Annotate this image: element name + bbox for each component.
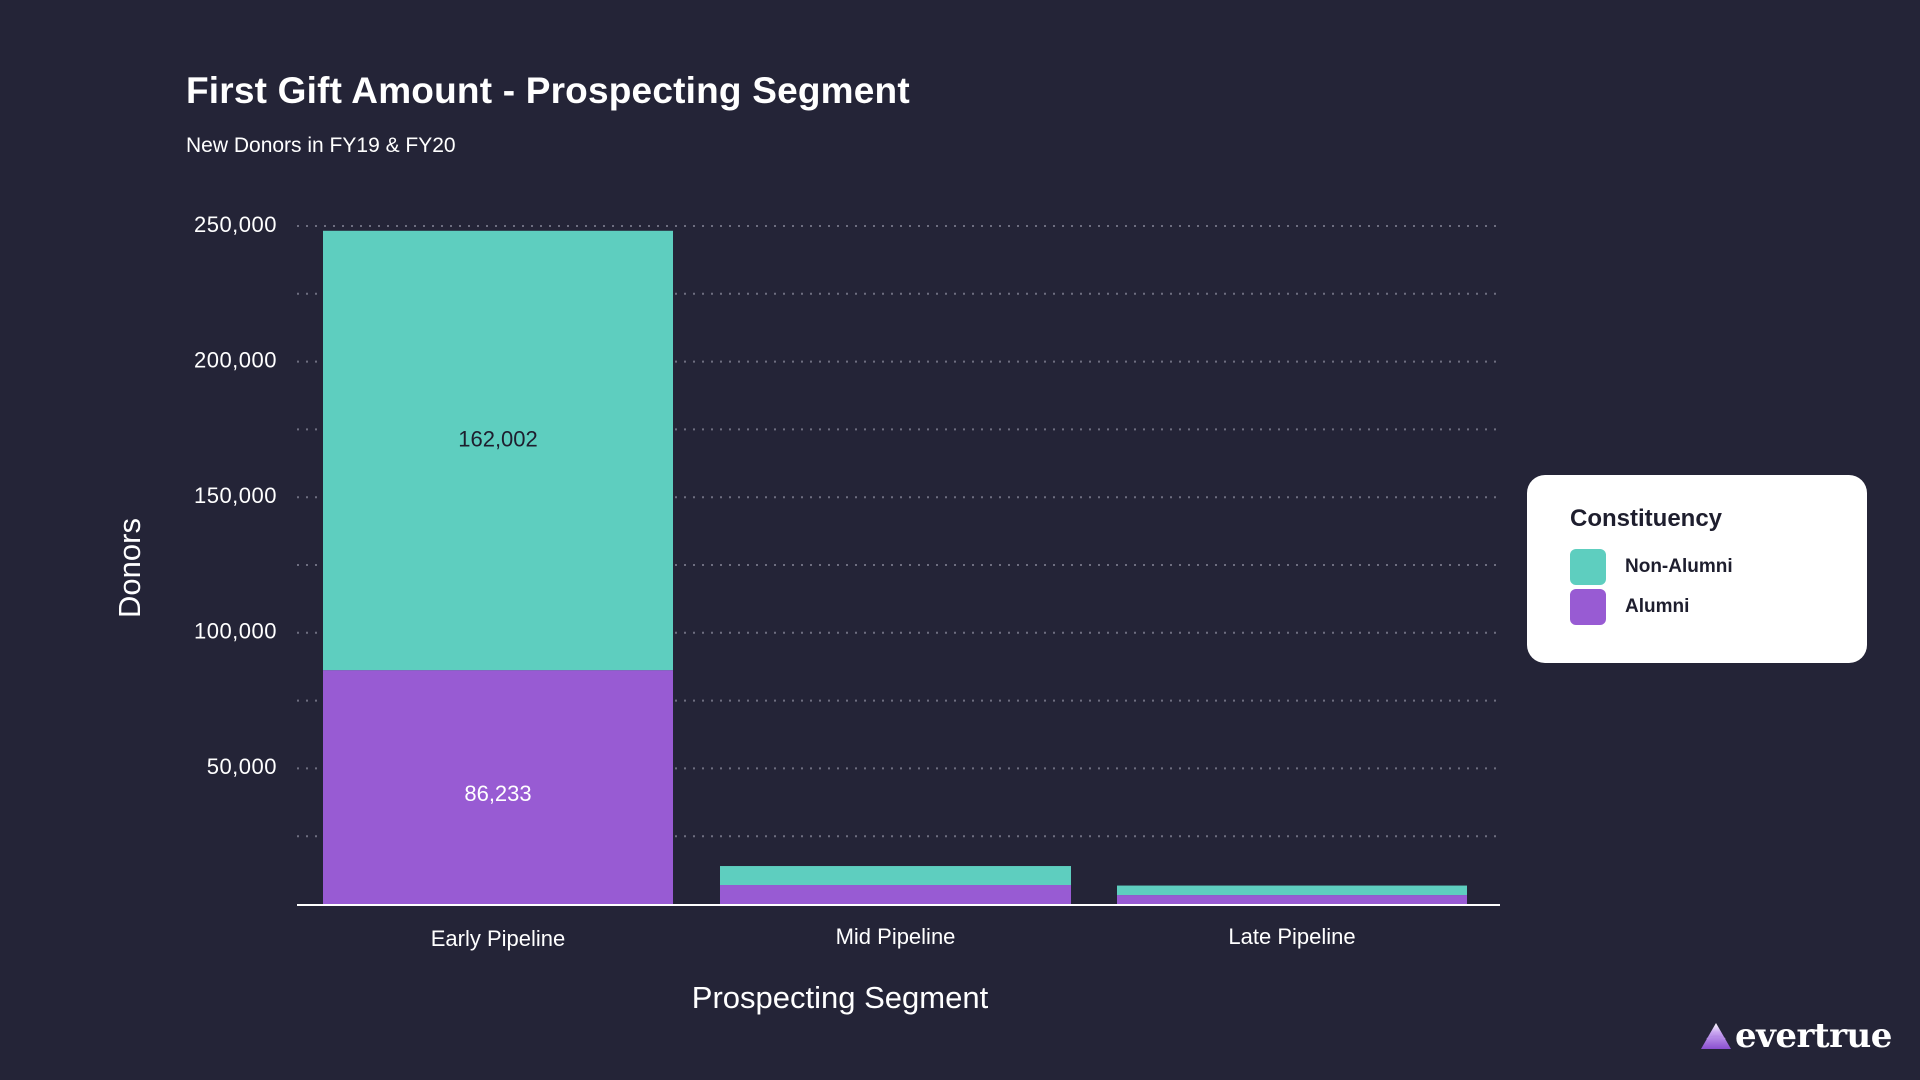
mountain-triangle-icon (1701, 1023, 1731, 1049)
y-tick-label: 150,000 (194, 483, 277, 508)
bar-non-alumni-mid-pipeline (720, 866, 1071, 886)
y-tick-labels: 50,000 100,000 150,000 200,000 250,000 (194, 212, 277, 779)
x-category-label: Mid Pipeline (836, 924, 956, 949)
legend-label: Non-Alumni (1625, 556, 1733, 577)
y-tick-label: 250,000 (194, 212, 277, 237)
bar-alumni-late-pipeline (1117, 895, 1467, 904)
data-labels: 86,233 162,002 (458, 426, 538, 806)
y-tick-label: 200,000 (194, 347, 277, 372)
chart-subtitle: New Donors in FY19 & FY20 (186, 134, 456, 157)
data-label: 162,002 (458, 426, 538, 451)
legend-swatch-non-alumni (1570, 549, 1606, 585)
legend: Constituency Non-Alumni Alumni (1527, 475, 1867, 663)
x-category-label: Late Pipeline (1228, 924, 1355, 949)
bar-alumni-mid-pipeline (720, 885, 1071, 904)
legend-title: Constituency (1570, 505, 1723, 532)
chart-title: First Gift Amount - Prospecting Segment (186, 70, 910, 111)
x-category-label: Early Pipeline (431, 926, 566, 951)
legend-item-alumni[interactable]: Alumni (1570, 589, 1689, 625)
legend-item-non-alumni[interactable]: Non-Alumni (1570, 549, 1733, 585)
legend-swatch-alumni (1570, 589, 1606, 625)
bar-non-alumni-late-pipeline (1117, 885, 1467, 896)
x-axis-title: Prospecting Segment (692, 980, 989, 1015)
logo-text: evertrue (1735, 1016, 1892, 1056)
bars (323, 230, 1467, 904)
bar-alumni-early-pipeline (323, 670, 673, 904)
bar-non-alumni-early-pipeline (323, 230, 673, 671)
y-axis-title: Donors (112, 518, 147, 618)
data-label: 86,233 (464, 781, 531, 806)
legend-label: Alumni (1625, 596, 1690, 617)
evertrue-logo: evertrue (1700, 1016, 1892, 1056)
y-tick-label: 100,000 (194, 619, 277, 644)
x-category-labels: Early Pipeline Mid Pipeline Late Pipeline (431, 924, 1356, 951)
y-tick-label: 50,000 (207, 754, 277, 779)
